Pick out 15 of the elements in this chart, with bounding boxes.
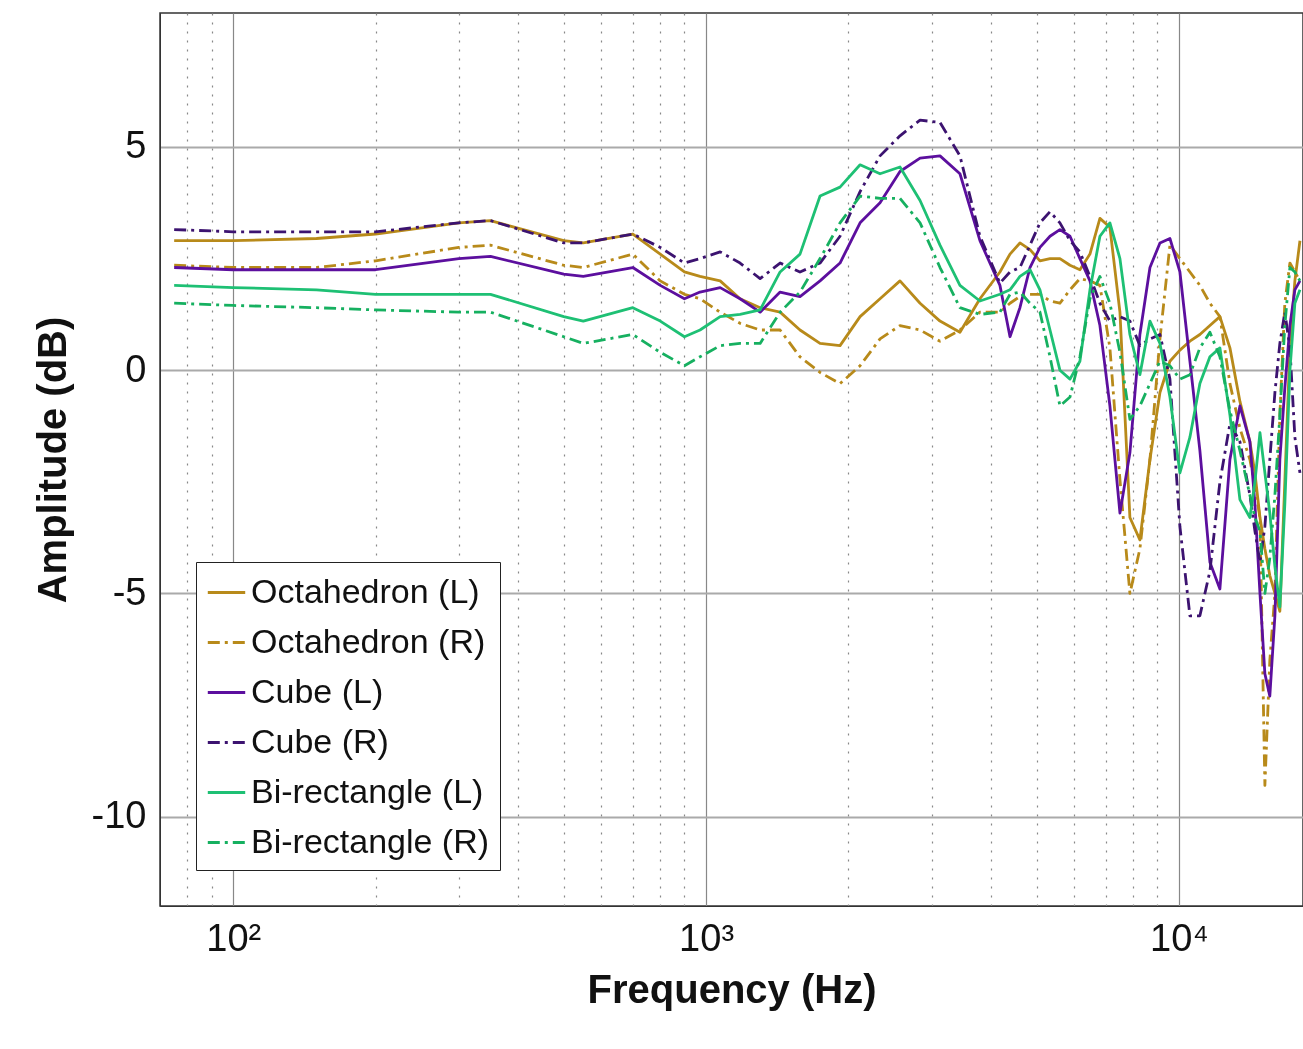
x-axis-title: Frequency (Hz) [587,966,877,1011]
legend-label: Bi-rectangle (R) [251,821,490,860]
y-tick-label: 0 [125,347,147,390]
legend-label: Cube (L) [251,671,384,710]
x-tick-label: 10³ [679,916,735,959]
legend-label: Octahedron (R) [251,621,486,660]
y-tick-label: -5 [112,570,147,613]
y-axis-title: Amplitude (dB) [29,316,74,604]
legend-label: Octahedron (L) [251,571,480,610]
x-tick-label: 10⁴ [1150,916,1209,959]
x-tick-label: 10² [206,916,262,959]
legend-label: Bi-rectangle (L) [251,771,484,810]
y-tick-label: 5 [125,124,147,167]
y-tick-label: -10 [91,794,147,837]
legend-label: Cube (R) [251,721,389,760]
